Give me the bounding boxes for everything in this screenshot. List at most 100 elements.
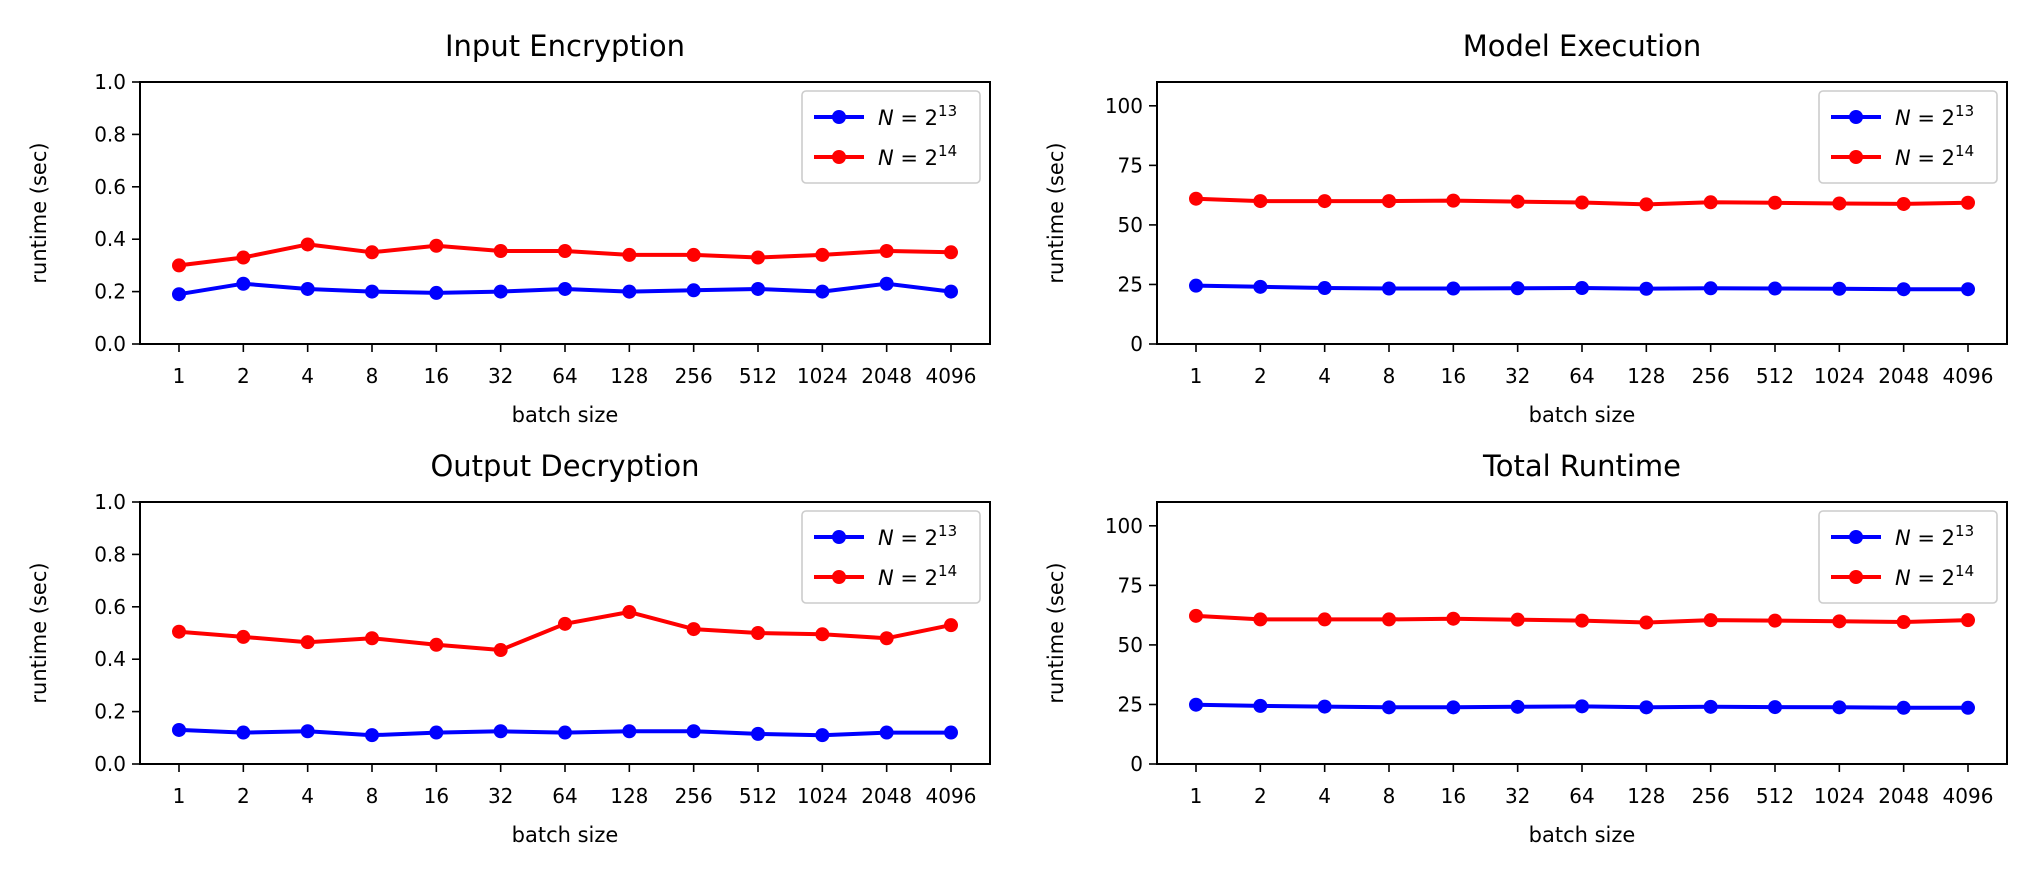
- y-tick-label: 100: [1105, 514, 1143, 538]
- data-point: [686, 283, 701, 298]
- x-tick-label: 4: [1318, 364, 1331, 388]
- x-tick-label: 2: [237, 784, 250, 808]
- y-tick-label: 75: [1118, 573, 1143, 597]
- data-point: [1575, 195, 1589, 210]
- data-point: [1832, 614, 1847, 629]
- data-point: [1703, 195, 1718, 210]
- x-tick-label: 2048: [1878, 364, 1929, 388]
- x-tick-label: 2048: [861, 364, 912, 388]
- data-point: [1317, 612, 1332, 627]
- data-point: [1768, 613, 1782, 628]
- legend-label: N = 214: [878, 562, 957, 590]
- y-tick-label: 50: [1118, 213, 1143, 237]
- x-tick-label: 1: [173, 364, 186, 388]
- panel-output-decryption: Output Decryption 1 2 4 8 16 32 64 128 256 512 1024…: [27, 449, 991, 847]
- x-tick-label: 1024: [797, 784, 848, 808]
- data-point: [558, 725, 572, 740]
- data-point: [300, 281, 315, 296]
- data-point: [1510, 699, 1525, 714]
- y-tick-label: 0.4: [94, 647, 126, 671]
- y-axis-label: runtime (sec): [27, 562, 51, 703]
- legend-label: N = 213: [878, 102, 957, 130]
- data-point: [1768, 195, 1782, 210]
- data-point: [1832, 196, 1847, 211]
- legend-label: N = 213: [1895, 102, 1974, 130]
- y-tick-label: 100: [1105, 94, 1143, 118]
- panel-model-execution: Model Execution 1 2 4 8 16 32 64 128 256 512 1024 20…: [1044, 29, 2008, 427]
- y-axis-label: runtime (sec): [27, 142, 51, 283]
- data-point: [429, 238, 444, 253]
- data-point: [493, 643, 508, 658]
- x-axis-label: batch size: [512, 823, 619, 847]
- legend-label: N = 213: [878, 522, 957, 550]
- data-point: [300, 237, 315, 252]
- legend: N = 213 N = 214: [801, 90, 981, 184]
- data-point: [1189, 697, 1203, 712]
- data-point: [686, 622, 701, 637]
- y-tick-label: 0.0: [94, 752, 126, 776]
- data-point: [558, 243, 572, 258]
- y-tick-label: 0.6: [94, 175, 126, 199]
- data-point: [1446, 700, 1461, 715]
- data-point: [686, 247, 701, 262]
- data-point: [1253, 194, 1268, 209]
- data-point: [1961, 700, 1975, 715]
- data-point: [365, 245, 379, 260]
- y-tick-label: 0.2: [94, 280, 126, 304]
- x-tick-label: 8: [366, 364, 379, 388]
- data-point: [1896, 282, 1911, 297]
- data-point: [172, 287, 186, 302]
- data-point: [1189, 191, 1203, 206]
- data-point: [1575, 281, 1589, 296]
- y-tick-label: 50: [1118, 633, 1143, 657]
- x-tick-label: 64: [1569, 784, 1594, 808]
- legend: N = 213 N = 214: [1818, 510, 1998, 604]
- x-tick-label: 2: [237, 364, 250, 388]
- data-point: [1253, 698, 1268, 713]
- x-tick-label: 16: [424, 364, 449, 388]
- legend-marker: [1849, 530, 1863, 544]
- data-point: [493, 284, 508, 299]
- data-point: [944, 284, 958, 299]
- data-point: [172, 722, 186, 737]
- legend: N = 213 N = 214: [1818, 90, 1998, 184]
- chart-title: Model Execution: [1463, 29, 1702, 63]
- x-tick-label: 32: [1505, 364, 1530, 388]
- data-point: [1703, 613, 1718, 628]
- x-tick-label: 1: [173, 784, 186, 808]
- data-point: [300, 635, 315, 650]
- x-axis-label: batch size: [1529, 823, 1636, 847]
- y-tick-label: 25: [1118, 692, 1143, 716]
- x-tick-label: 4: [301, 364, 314, 388]
- data-point: [1317, 194, 1332, 209]
- data-point: [944, 245, 958, 260]
- data-point: [429, 725, 444, 740]
- data-point: [1253, 279, 1268, 294]
- data-point: [365, 631, 379, 646]
- x-tick-label: 32: [488, 784, 513, 808]
- legend-marker: [1849, 570, 1863, 584]
- data-point: [493, 724, 508, 739]
- x-tick-label: 8: [366, 784, 379, 808]
- x-tick-label: 4096: [926, 784, 977, 808]
- data-point: [751, 626, 765, 640]
- data-point: [815, 247, 830, 262]
- data-point: [879, 725, 894, 740]
- x-tick-label: 256: [1692, 364, 1730, 388]
- data-point: [1703, 699, 1718, 714]
- x-tick-label: 1024: [797, 364, 848, 388]
- x-tick-label: 128: [610, 784, 648, 808]
- data-point: [1189, 608, 1203, 623]
- data-point: [879, 243, 894, 258]
- x-tick-label: 16: [1441, 364, 1466, 388]
- data-point: [365, 284, 379, 299]
- data-point: [1639, 281, 1654, 296]
- data-point: [1382, 612, 1396, 627]
- data-point: [1510, 612, 1525, 627]
- data-point: [172, 258, 186, 273]
- data-point: [1446, 611, 1461, 626]
- y-tick-label: 0.6: [94, 595, 126, 619]
- legend-box: [1818, 90, 1998, 184]
- data-point: [622, 724, 637, 739]
- data-point: [879, 276, 894, 291]
